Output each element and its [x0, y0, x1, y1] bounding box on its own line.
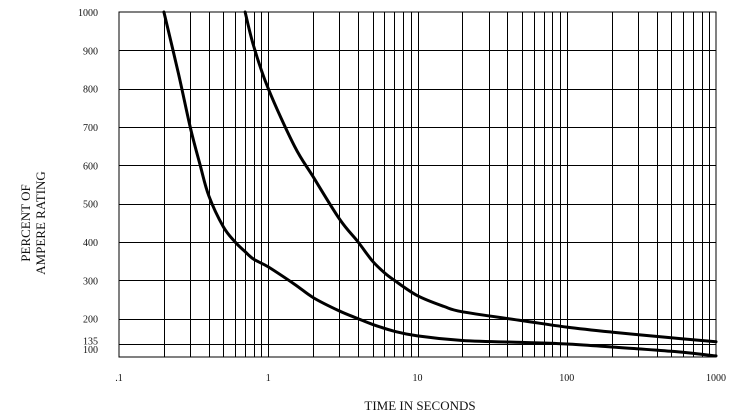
y-tick-label: 400	[83, 238, 98, 249]
curve-1	[162, 10, 718, 358]
curve-2	[243, 10, 718, 344]
y-tick-label: 100	[83, 345, 98, 356]
y-axis-title-line-2: AMPERE RATING	[33, 171, 48, 275]
y-axis-title-line-1: PERCENT OF	[18, 184, 33, 261]
y-tick-label: 300	[83, 276, 98, 287]
plot-frame	[118, 11, 717, 358]
x-axis-title: TIME IN SECONDS	[364, 398, 475, 413]
horizontal-grid-lines	[119, 50, 716, 345]
x-tick-label: .1	[115, 373, 123, 384]
curves	[162, 10, 718, 358]
x-tick-label: 100	[559, 373, 574, 384]
y-tick-label: 500	[83, 200, 98, 211]
y-tick-label: 800	[83, 85, 98, 96]
y-tick-label: 700	[83, 123, 98, 134]
y-tick-label: 600	[83, 161, 98, 172]
y-tick-label: 1000	[78, 8, 98, 19]
y-tick-label: 900	[83, 46, 98, 57]
x-tick-label: 1	[266, 373, 271, 384]
x-tick-labels: .1 1 10 100 1000	[115, 373, 726, 384]
y-tick-label: 200	[83, 315, 98, 326]
y-tick-label: 135	[83, 337, 98, 348]
x-tick-label: 10	[413, 373, 423, 384]
vertical-grid-lines	[164, 12, 710, 357]
x-tick-label: 1000	[706, 373, 726, 384]
